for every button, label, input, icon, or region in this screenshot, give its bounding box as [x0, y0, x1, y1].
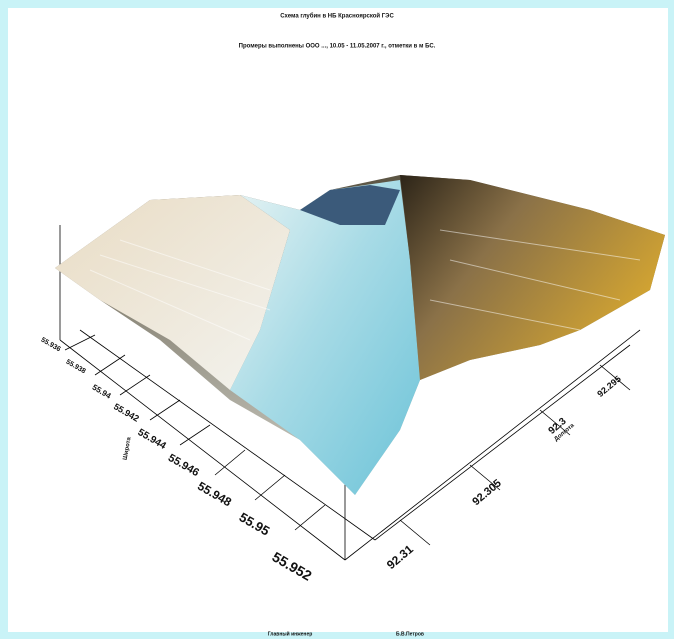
title: Схема глубин в НБ Красноярской ГЭС [280, 13, 394, 20]
footer-right: Б.В.Петров [396, 631, 424, 637]
subtitle: Промеры выполнены ООО ..., 10.05 - 11.05… [239, 44, 436, 50]
axes-box [59, 225, 641, 561]
surface [55, 175, 665, 495]
footer-left: Главный инженер [268, 630, 313, 637]
y-axis-label: Широта [123, 436, 133, 461]
